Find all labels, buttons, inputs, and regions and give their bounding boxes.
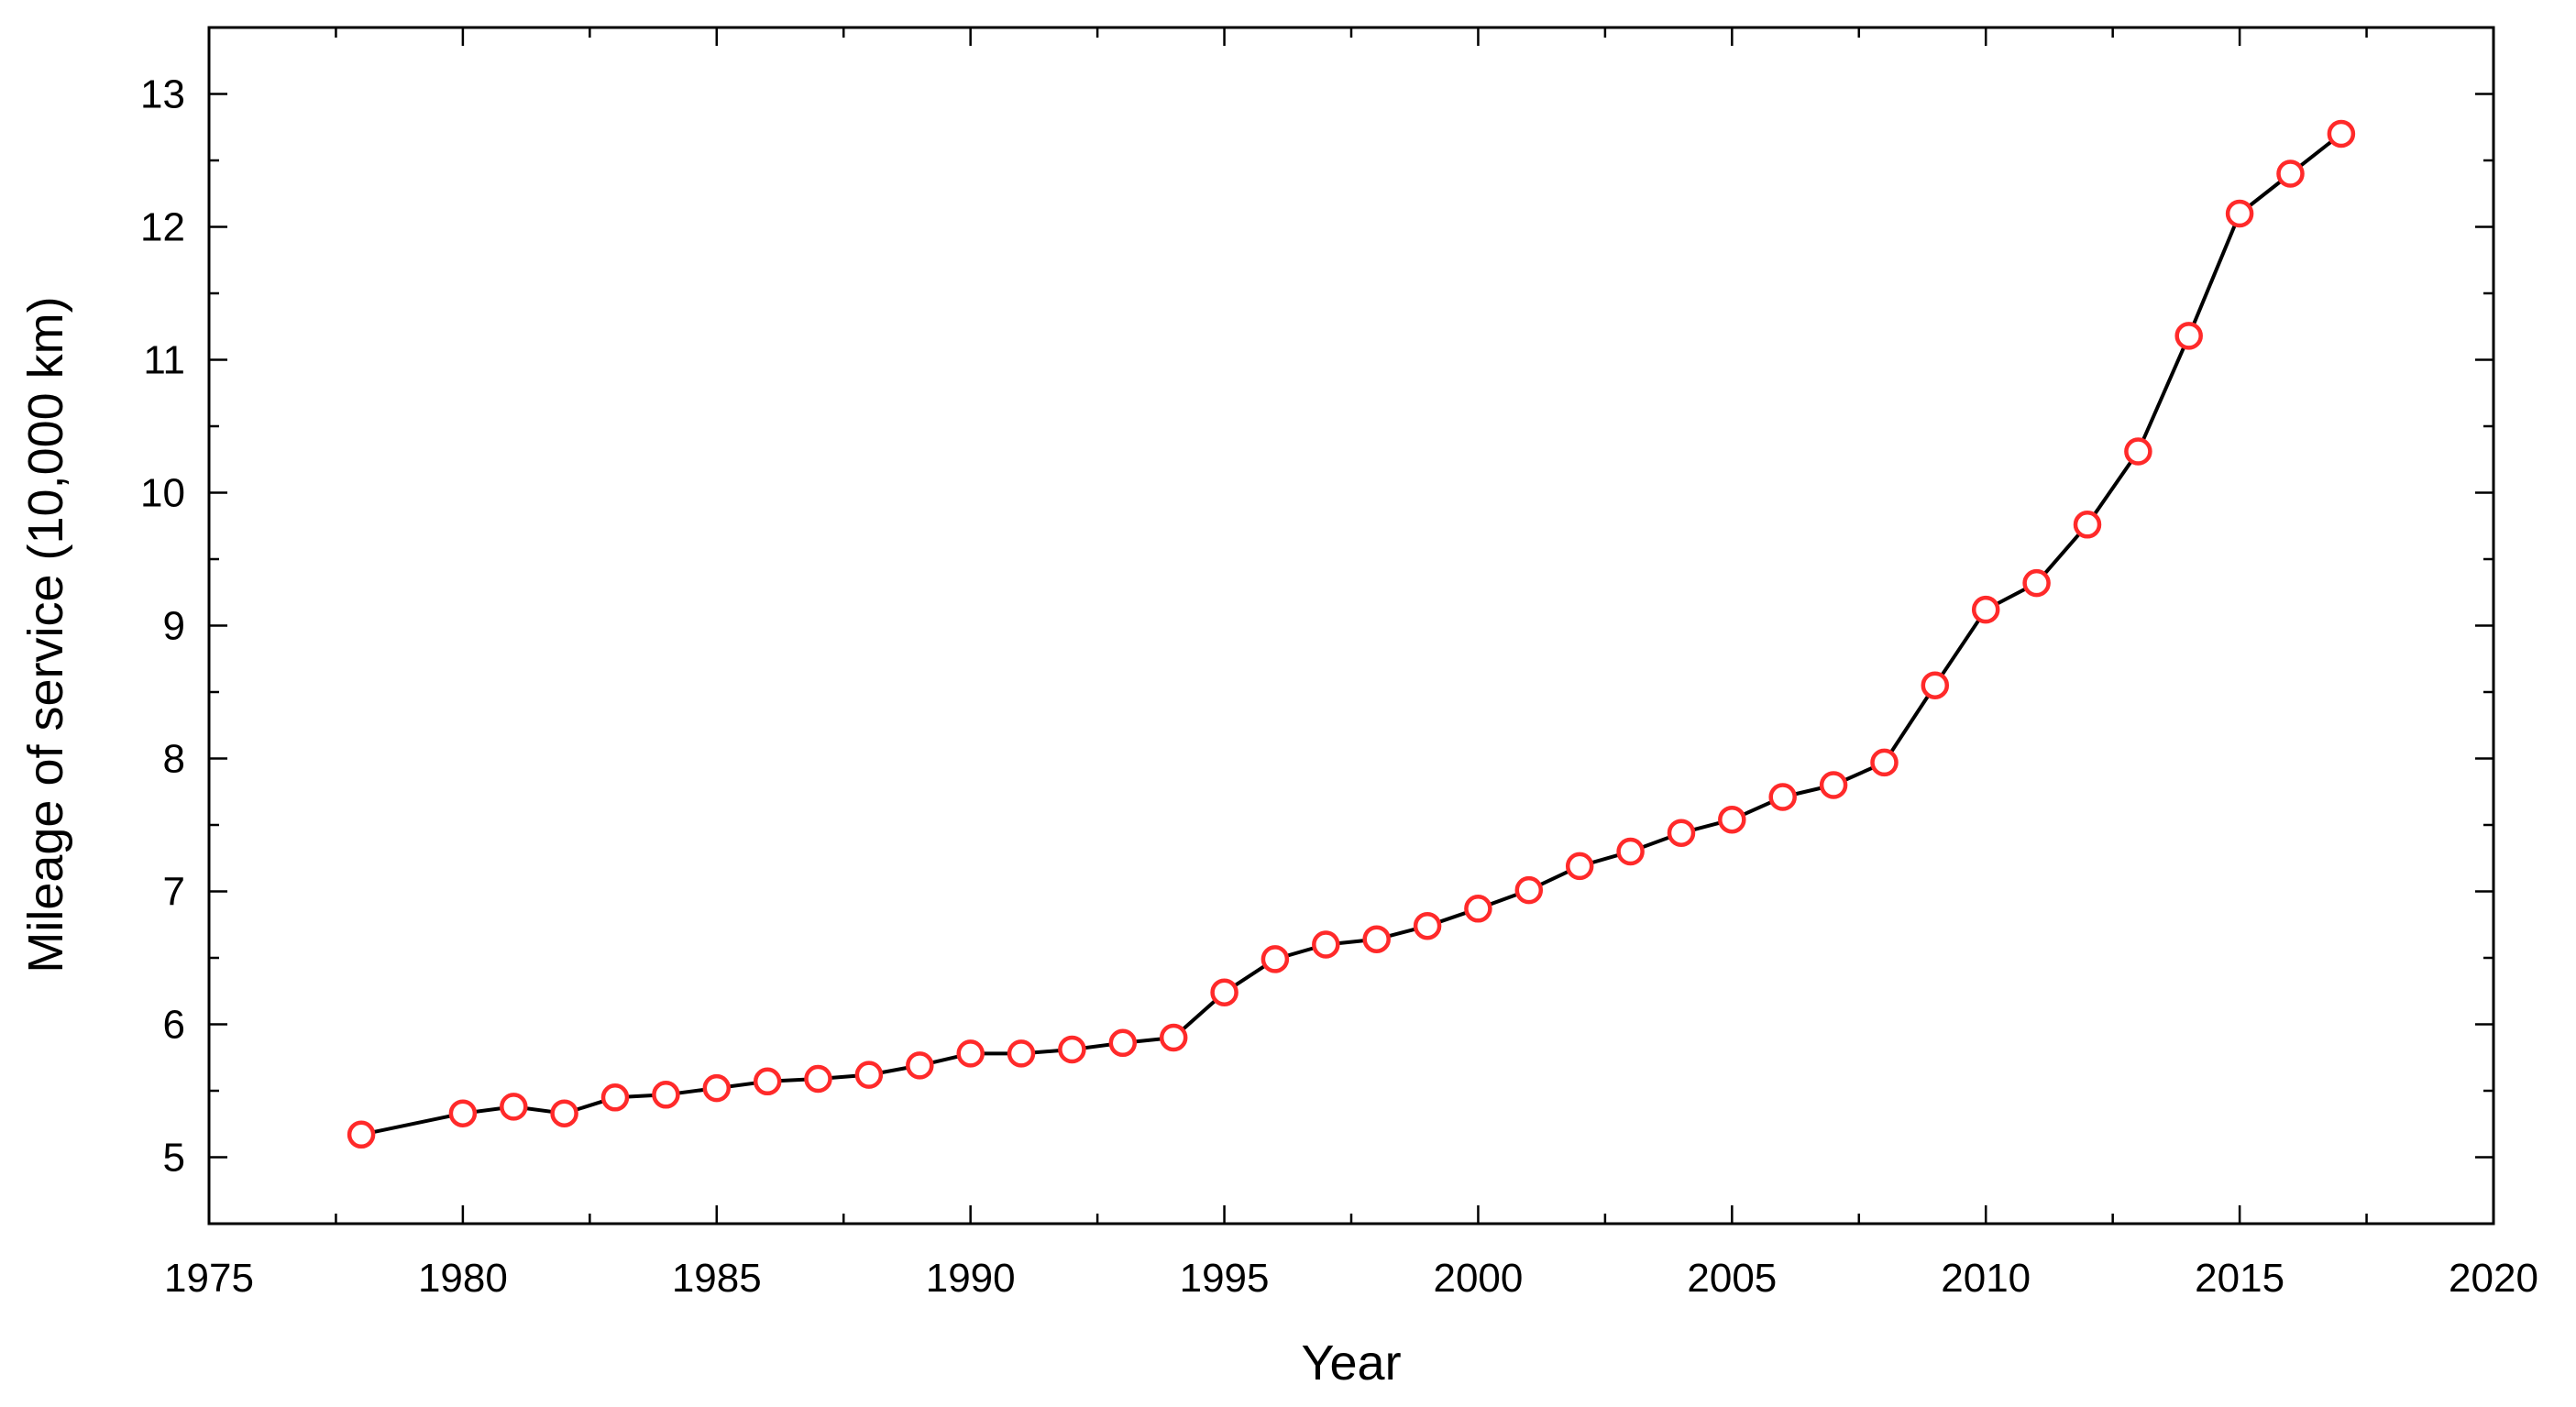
data-point-1982 xyxy=(550,1099,578,1127)
data-point-2001 xyxy=(1514,875,1544,905)
y-tick-label: 11 xyxy=(143,338,185,383)
y-axis-title: Mileage of service (10,000 km) xyxy=(18,296,73,973)
x-tick-label: 1995 xyxy=(1180,1256,1270,1301)
data-point-2000 xyxy=(1464,895,1492,923)
x-tick-label: 1985 xyxy=(672,1256,762,1301)
series-line xyxy=(360,132,2343,1137)
data-point-2014 xyxy=(2174,322,2203,350)
data-point-2006 xyxy=(1768,783,1797,811)
plot-frame xyxy=(207,26,2495,1226)
data-point-1987 xyxy=(804,1064,832,1094)
data-point-1983 xyxy=(600,1083,630,1112)
axis-ticks xyxy=(207,26,2495,1226)
data-point-2008 xyxy=(1870,748,1899,777)
y-tick-label: 8 xyxy=(163,737,185,782)
data-point-1992 xyxy=(1058,1035,1086,1064)
x-tick-label: 2000 xyxy=(1433,1256,1523,1301)
x-tick-label: 2005 xyxy=(1687,1256,1777,1301)
data-point-2003 xyxy=(1616,837,1645,866)
x-tick-label: 1980 xyxy=(418,1256,508,1301)
data-point-1998 xyxy=(1362,925,1391,953)
data-point-1991 xyxy=(1007,1039,1036,1068)
data-point-1995 xyxy=(1210,978,1238,1006)
data-point-2017 xyxy=(2327,119,2356,148)
data-point-2004 xyxy=(1667,819,1696,847)
data-point-2007 xyxy=(1819,771,1848,799)
data-point-2015 xyxy=(2225,199,2254,228)
x-tick-label: 2020 xyxy=(2449,1256,2538,1301)
x-tick-label: 1975 xyxy=(164,1256,254,1301)
data-point-1994 xyxy=(1159,1023,1188,1052)
data-point-2002 xyxy=(1565,852,1594,881)
data-point-1988 xyxy=(854,1061,884,1089)
data-point-1993 xyxy=(1108,1028,1138,1058)
y-tick-label: 12 xyxy=(140,205,185,250)
data-point-1980 xyxy=(448,1099,478,1127)
data-point-1997 xyxy=(1312,930,1340,959)
x-axis-title: Year xyxy=(1301,1336,1401,1391)
data-point-1989 xyxy=(906,1051,934,1080)
data-point-1984 xyxy=(652,1081,680,1109)
data-point-2012 xyxy=(2073,511,2102,539)
data-point-1986 xyxy=(753,1067,782,1096)
data-point-2010 xyxy=(1971,595,2000,624)
data-point-2005 xyxy=(1718,805,1746,834)
data-point-2011 xyxy=(2022,568,2051,598)
y-tick-label: 13 xyxy=(140,72,185,117)
y-tick-label: 5 xyxy=(163,1136,185,1181)
x-tick-label: 1990 xyxy=(926,1256,1016,1301)
data-series xyxy=(347,119,2356,1149)
data-point-1999 xyxy=(1413,911,1442,940)
x-tick-label: 2010 xyxy=(1941,1256,2031,1301)
y-tick-label: 9 xyxy=(163,604,185,649)
x-tick-label: 2015 xyxy=(2195,1256,2284,1301)
data-point-1985 xyxy=(702,1073,732,1103)
data-point-1978 xyxy=(347,1120,376,1149)
data-point-2016 xyxy=(2276,159,2305,188)
y-tick-label: 6 xyxy=(163,1003,185,1048)
y-tick-label: 7 xyxy=(163,870,185,915)
data-point-1996 xyxy=(1260,945,1290,973)
data-point-2009 xyxy=(1921,671,1950,699)
y-tick-label: 10 xyxy=(140,471,185,516)
data-point-2013 xyxy=(2124,437,2152,466)
data-markers xyxy=(347,119,2356,1149)
tick-labels: 1975 1980 1985 1990 1995 2000 2005 2010 2015 2020… xyxy=(140,72,2538,1302)
data-point-1990 xyxy=(956,1039,985,1068)
data-point-1981 xyxy=(500,1093,528,1121)
